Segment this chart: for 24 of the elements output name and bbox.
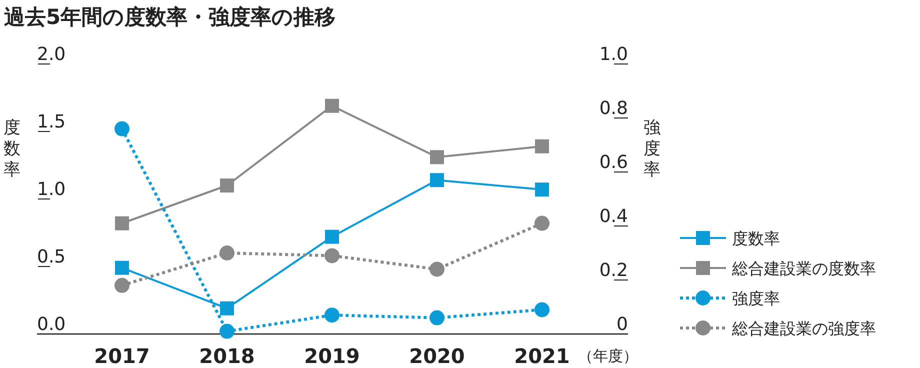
y-tick-label: 1.0 [37, 179, 66, 200]
y2-axis-title: 強度率 [644, 118, 660, 180]
y-tick-label: 1.5 [37, 112, 66, 132]
chart-title: 過去5年間の度数率・強度率の推移 [4, 5, 336, 29]
y2-tick-label: 0.2 [599, 260, 628, 281]
y2-tick-label: 0.4 [599, 206, 628, 227]
x-tick-label: 2020 [409, 344, 465, 368]
x-tick-label: 2021 [514, 344, 570, 368]
x-axis-title: （年度） [578, 347, 638, 365]
x-tick-label: 2018 [199, 344, 255, 368]
y-axis-title: 度数率 [4, 118, 20, 180]
x-tick-label: 2017 [94, 344, 150, 368]
y-tick-label: 2.0 [37, 44, 66, 65]
legend-label: 総合建設業の強度率 [731, 319, 876, 338]
y2-tick-label: 0.8 [599, 98, 628, 119]
y2-tick-label: 0.6 [599, 152, 628, 173]
y2-tick-label: 0 [616, 314, 628, 335]
y2-tick-label: 1.0 [599, 44, 628, 65]
legend-label: 度数率 [732, 229, 780, 248]
y-tick-label: 0.0 [37, 314, 66, 335]
x-tick-label: 2019 [304, 344, 360, 368]
legend-label: 総合建設業の度数率 [731, 259, 876, 278]
legend-label: 強度率 [732, 289, 780, 308]
y-tick-label: 0.5 [37, 246, 66, 268]
